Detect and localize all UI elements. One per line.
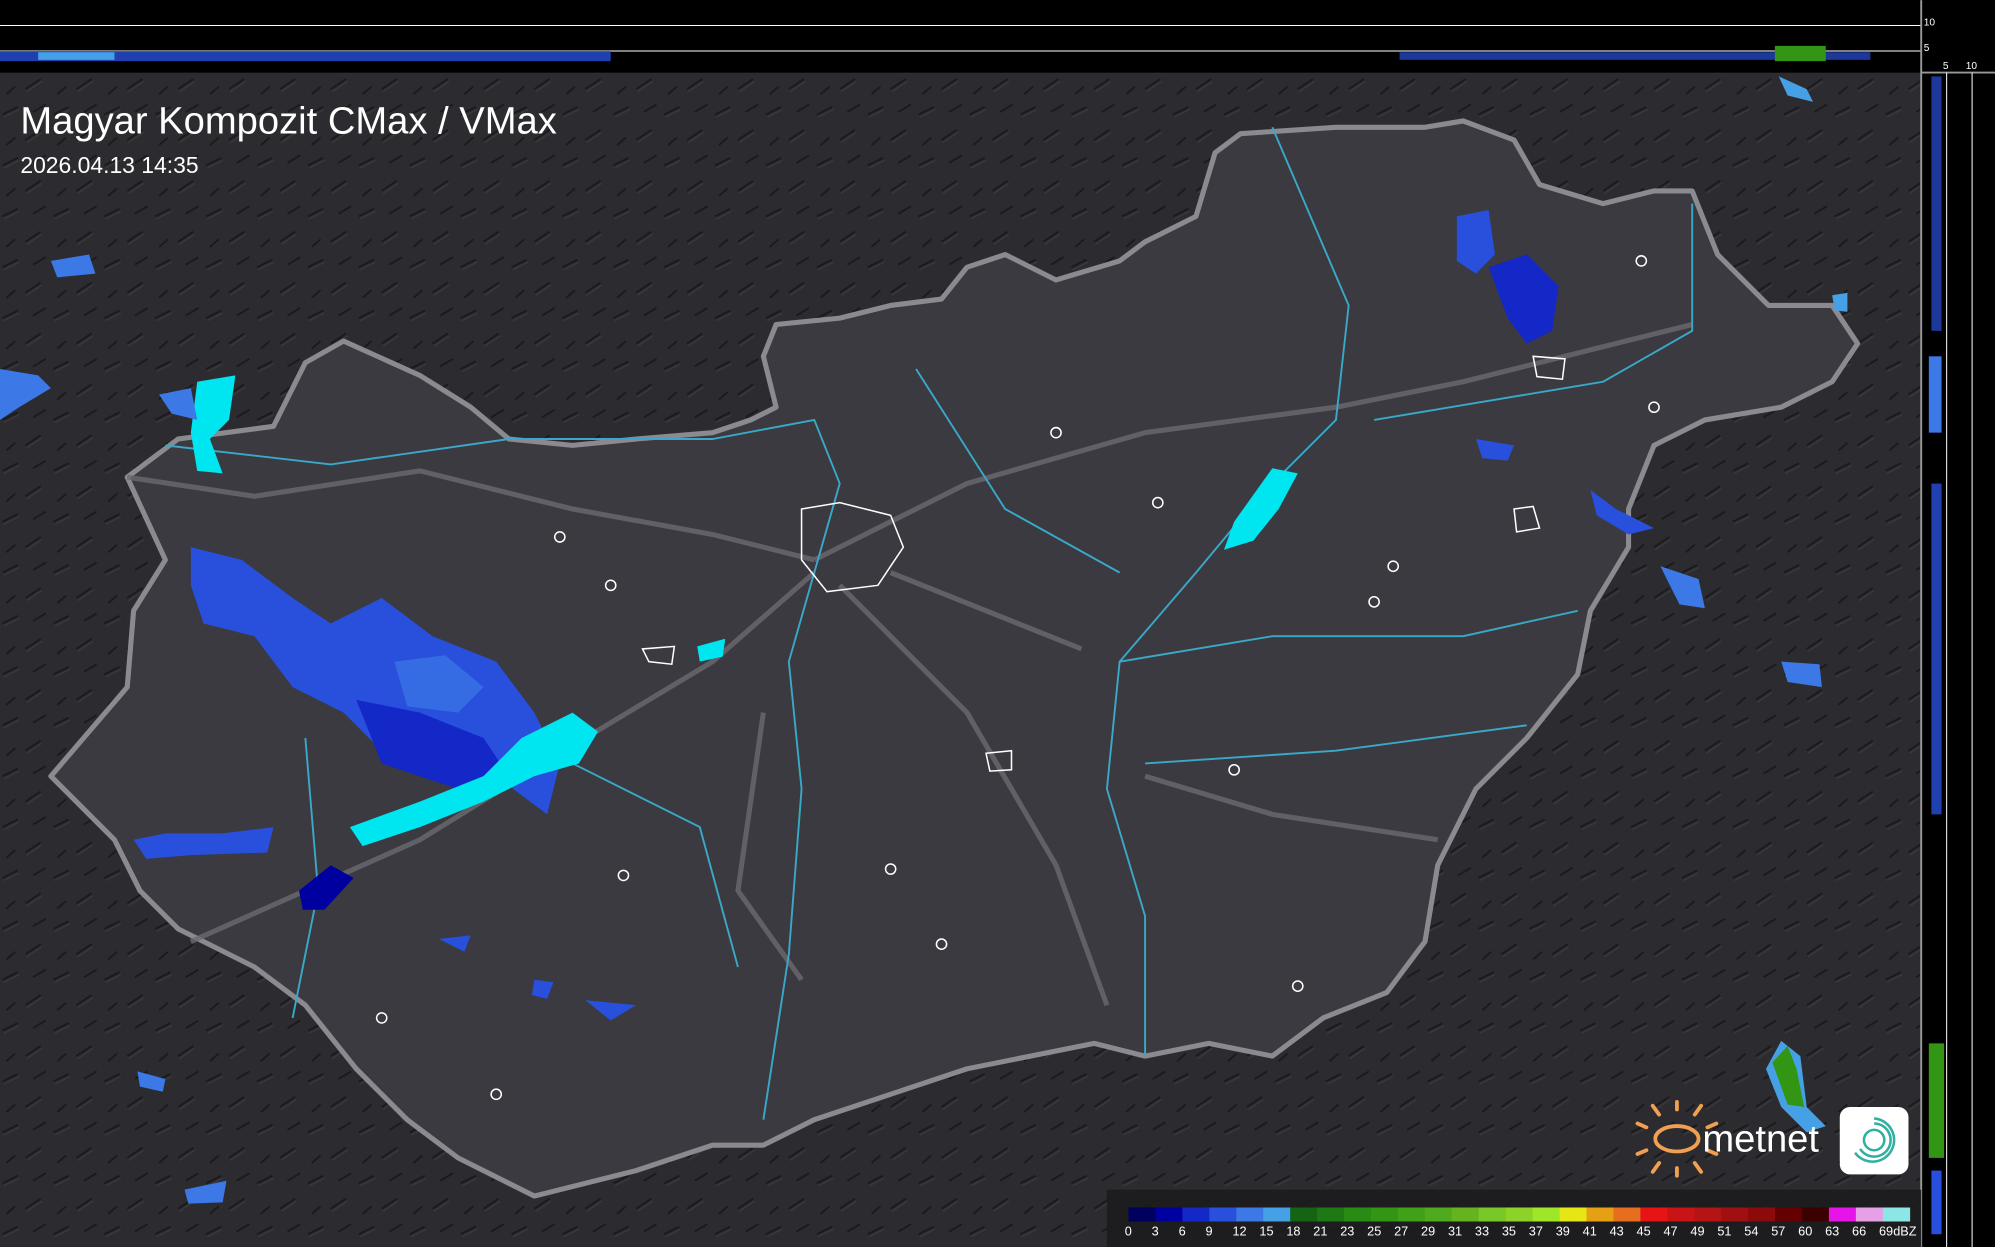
dbz-legend: 0 3 6 9 12 15 18 21 23 25 27 29 31 33 35 37 39 41 43 45 47 49… bbox=[1106, 1189, 1922, 1247]
legend-swatch bbox=[1667, 1207, 1695, 1222]
legend-swatch bbox=[1182, 1207, 1210, 1222]
legend-label: 15 bbox=[1259, 1223, 1273, 1238]
legend-swatch bbox=[1128, 1207, 1156, 1222]
legend-swatch bbox=[1451, 1207, 1480, 1222]
legend-label: 0 bbox=[1125, 1223, 1132, 1238]
swirl-icon bbox=[1854, 1117, 1896, 1163]
legend-swatch bbox=[1802, 1207, 1830, 1222]
hungary-country bbox=[48, 118, 1861, 1199]
top-profile-panel bbox=[0, 0, 1922, 73]
legend-swatch bbox=[1424, 1207, 1453, 1222]
right-tick-10: 10 bbox=[1966, 61, 1978, 72]
legend-swatch bbox=[1640, 1207, 1668, 1222]
legend-label: 57 bbox=[1771, 1223, 1785, 1238]
legend-label: 60 bbox=[1798, 1223, 1812, 1238]
legend-label: 49 bbox=[1690, 1223, 1704, 1238]
legend-label: 6 bbox=[1179, 1223, 1186, 1238]
legend-label: 54 bbox=[1744, 1223, 1758, 1238]
legend-label: 3 bbox=[1152, 1223, 1159, 1238]
legend-label: 45 bbox=[1637, 1223, 1651, 1238]
legend-label: 35 bbox=[1502, 1223, 1516, 1238]
rivers bbox=[165, 126, 1694, 1120]
metnet-logo: metnet bbox=[1635, 1099, 1909, 1178]
legend-swatch bbox=[1397, 1207, 1426, 1222]
legend-swatch bbox=[1290, 1207, 1318, 1222]
legend-label: 47 bbox=[1663, 1223, 1677, 1238]
legend-label: 27 bbox=[1394, 1223, 1408, 1238]
legend-swatch bbox=[1828, 1207, 1857, 1222]
legend-label: 23 bbox=[1340, 1223, 1354, 1238]
legend-swatch bbox=[1559, 1207, 1587, 1222]
legend-label: 51 bbox=[1717, 1223, 1731, 1238]
legend-swatch bbox=[1209, 1207, 1237, 1222]
legend-swatch bbox=[1263, 1207, 1291, 1222]
legend-label: 12 bbox=[1232, 1223, 1246, 1238]
settlements bbox=[375, 255, 1660, 1101]
top-profile-echoes bbox=[0, 45, 1871, 62]
legend-swatch bbox=[1721, 1207, 1749, 1222]
legend-swatch bbox=[1775, 1207, 1803, 1222]
legend-label: 18 bbox=[1286, 1223, 1300, 1238]
legend-swatch bbox=[1694, 1207, 1722, 1222]
legend-label: 43 bbox=[1610, 1223, 1624, 1238]
legend-swatch bbox=[1236, 1207, 1264, 1222]
legend-unit: dBZ bbox=[1893, 1223, 1917, 1238]
legend-label: 63 bbox=[1825, 1223, 1839, 1238]
legend-swatch bbox=[1532, 1207, 1560, 1222]
legend-swatch bbox=[1613, 1207, 1641, 1222]
legend-label: 69 bbox=[1879, 1223, 1893, 1238]
legend-label: 66 bbox=[1852, 1223, 1866, 1238]
legend-swatch bbox=[1748, 1207, 1776, 1222]
legend-label: 21 bbox=[1313, 1223, 1327, 1238]
legend-swatch bbox=[1344, 1207, 1372, 1222]
radar-echoes bbox=[0, 76, 1848, 1204]
legend-label: 9 bbox=[1206, 1223, 1213, 1238]
legend-label: 41 bbox=[1583, 1223, 1597, 1238]
sun-icon bbox=[1635, 1099, 1719, 1178]
legend-swatch bbox=[1505, 1207, 1534, 1222]
legend-swatch bbox=[1586, 1207, 1614, 1222]
top-tick-10: 10 bbox=[1924, 18, 1936, 29]
right-profile-echoes bbox=[1928, 76, 1945, 1235]
legend-label: 39 bbox=[1556, 1223, 1570, 1238]
legend-swatch bbox=[1882, 1207, 1911, 1222]
map-title: Magyar Kompozit CMax / VMax bbox=[20, 100, 556, 143]
legend-swatch bbox=[1317, 1207, 1345, 1222]
logo-text: metnet bbox=[1702, 1118, 1819, 1161]
legend-label: 33 bbox=[1475, 1223, 1489, 1238]
top-tick-5: 5 bbox=[1924, 43, 1930, 54]
legend-swatch bbox=[1370, 1207, 1399, 1222]
right-tick-5: 5 bbox=[1943, 61, 1949, 72]
legend-label: 37 bbox=[1529, 1223, 1543, 1238]
map-timestamp: 2026.04.13 14:35 bbox=[20, 152, 198, 178]
legend-swatch bbox=[1855, 1207, 1884, 1222]
legend-label: 31 bbox=[1448, 1223, 1462, 1238]
legend-label: 29 bbox=[1421, 1223, 1435, 1238]
legend-label: 25 bbox=[1367, 1223, 1381, 1238]
legend-swatch bbox=[1478, 1207, 1507, 1222]
legend-swatch bbox=[1155, 1207, 1183, 1222]
